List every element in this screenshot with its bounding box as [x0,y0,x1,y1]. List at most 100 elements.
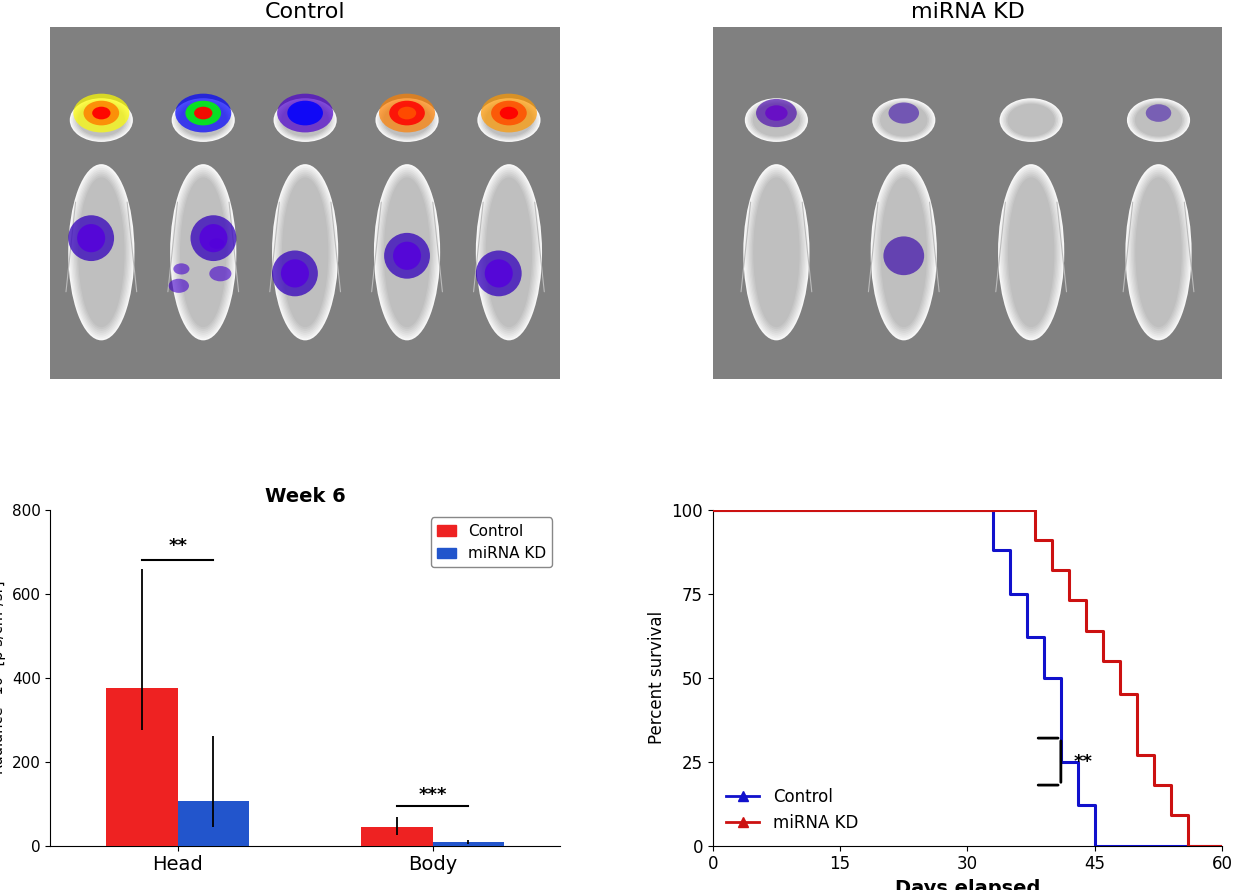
Circle shape [78,104,125,136]
Ellipse shape [745,166,808,338]
Ellipse shape [743,164,809,340]
FancyArrowPatch shape [331,202,340,292]
Ellipse shape [374,164,440,340]
Circle shape [281,104,329,136]
Circle shape [273,98,336,142]
Circle shape [377,100,437,141]
Circle shape [748,101,805,140]
Circle shape [175,101,232,140]
Circle shape [1131,101,1186,139]
Ellipse shape [377,168,437,336]
Circle shape [873,100,934,141]
Bar [178,802,249,845]
Circle shape [1008,104,1055,136]
Circle shape [491,101,527,125]
Ellipse shape [752,175,801,329]
Ellipse shape [280,174,331,331]
Ellipse shape [272,250,318,296]
Ellipse shape [478,166,541,338]
Circle shape [178,102,228,138]
Circle shape [872,98,935,142]
Circle shape [174,263,189,274]
Ellipse shape [76,174,127,331]
Ellipse shape [180,177,227,328]
Circle shape [74,101,129,139]
Ellipse shape [1134,175,1183,329]
Ellipse shape [877,172,931,333]
Ellipse shape [1005,174,1057,331]
Circle shape [483,101,536,139]
Ellipse shape [872,166,935,338]
Ellipse shape [480,170,538,335]
Circle shape [878,102,929,138]
Ellipse shape [74,172,129,333]
Ellipse shape [1000,168,1061,336]
Circle shape [745,98,808,142]
Ellipse shape [179,175,228,329]
Ellipse shape [871,164,937,340]
Circle shape [484,102,534,138]
Circle shape [76,102,126,138]
Circle shape [176,101,231,139]
Circle shape [278,101,331,139]
Ellipse shape [68,215,115,261]
Ellipse shape [753,177,800,328]
Circle shape [277,101,334,140]
Ellipse shape [199,224,228,252]
Ellipse shape [1126,166,1191,338]
Ellipse shape [378,170,436,335]
Ellipse shape [1133,174,1184,331]
Circle shape [1005,102,1056,138]
Ellipse shape [479,168,539,336]
Circle shape [381,101,433,139]
Circle shape [765,105,788,121]
Bar [362,827,432,846]
Ellipse shape [751,174,803,331]
Circle shape [92,107,111,119]
Ellipse shape [77,224,105,252]
Ellipse shape [1135,177,1182,328]
Circle shape [209,266,232,281]
Circle shape [398,107,416,119]
Ellipse shape [375,166,438,338]
Circle shape [1002,100,1061,141]
Circle shape [1135,104,1182,136]
Ellipse shape [481,172,537,333]
Circle shape [751,102,801,138]
Circle shape [479,100,539,141]
FancyArrowPatch shape [127,202,137,292]
Ellipse shape [1007,175,1056,329]
Ellipse shape [384,233,430,279]
Ellipse shape [1002,170,1060,335]
Ellipse shape [273,166,336,338]
Ellipse shape [73,170,130,335]
Circle shape [877,101,931,139]
Ellipse shape [476,164,542,340]
Title: Control: Control [265,3,345,22]
Circle shape [485,104,533,136]
Y-axis label: Percent survival: Percent survival [648,611,665,744]
Ellipse shape [384,177,430,328]
Circle shape [173,100,233,141]
Ellipse shape [176,172,231,333]
Ellipse shape [1008,177,1055,328]
Ellipse shape [178,174,229,331]
Circle shape [73,101,130,140]
Circle shape [1133,102,1184,138]
FancyArrowPatch shape [534,202,544,292]
FancyArrowPatch shape [930,202,939,292]
Ellipse shape [746,168,806,336]
Circle shape [876,101,932,140]
Circle shape [194,107,213,119]
Ellipse shape [883,237,924,275]
Ellipse shape [476,250,522,296]
Circle shape [69,98,134,142]
FancyArrowPatch shape [803,202,811,292]
Ellipse shape [276,170,334,335]
Circle shape [389,101,425,125]
Ellipse shape [190,215,237,261]
FancyArrowPatch shape [270,202,280,292]
Circle shape [999,98,1062,142]
Circle shape [375,98,438,142]
Ellipse shape [282,177,329,328]
